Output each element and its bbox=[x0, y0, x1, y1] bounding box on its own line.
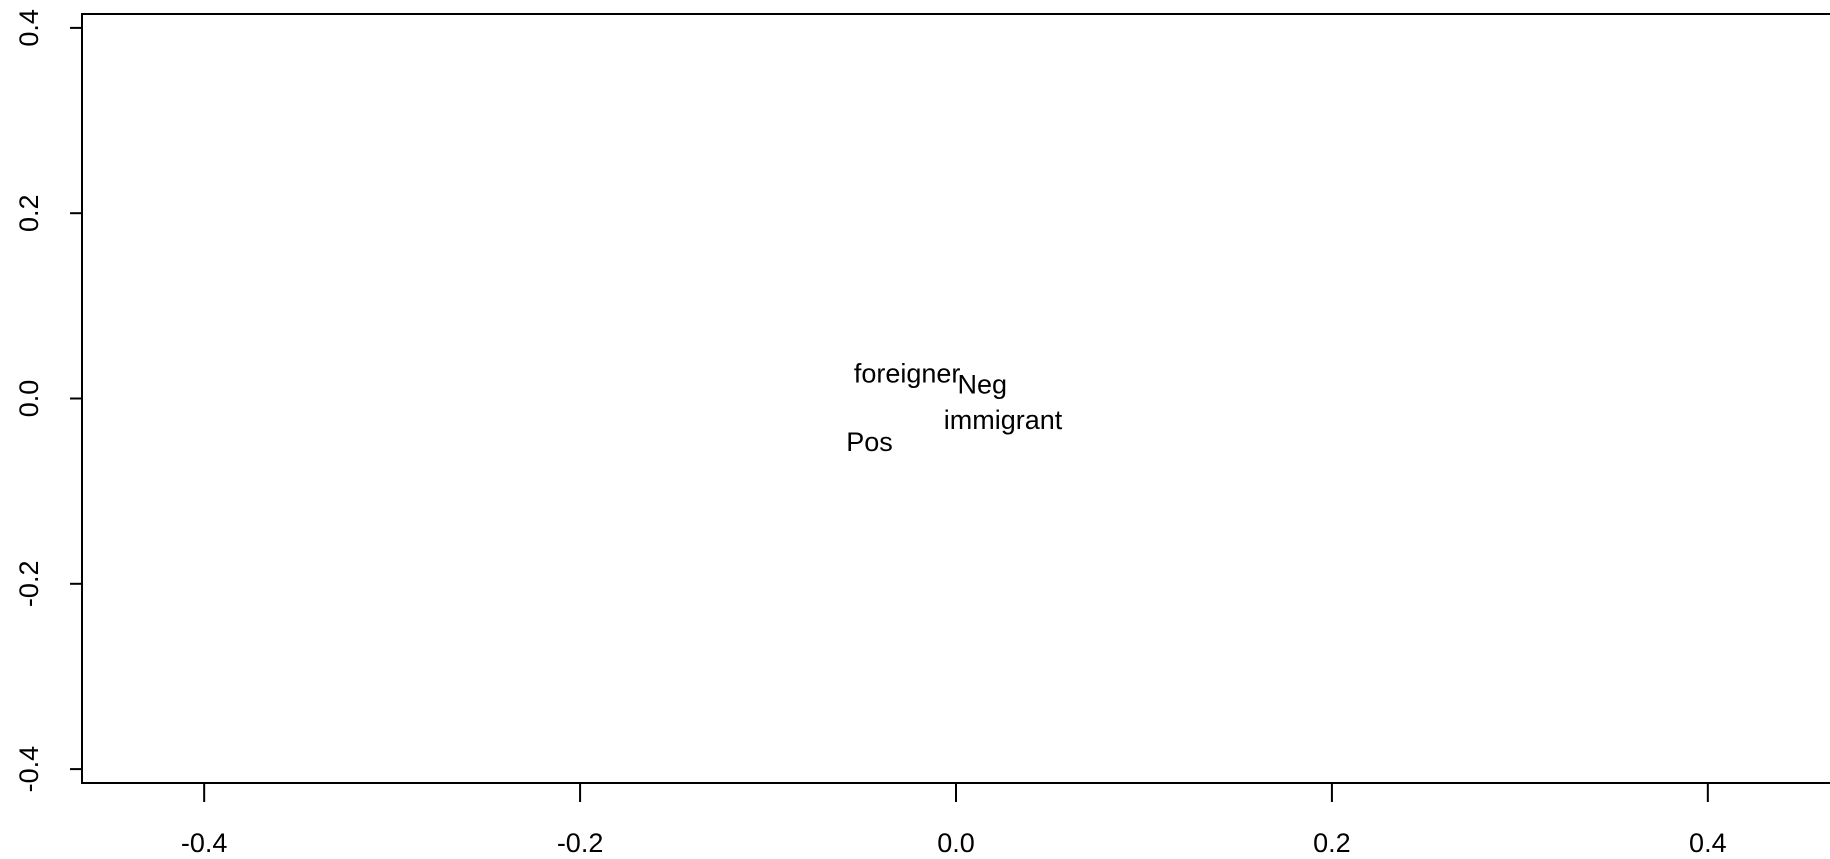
plot-frame bbox=[81, 13, 1830, 784]
plot-box bbox=[81, 13, 1830, 784]
y-tick-label: 0.2 bbox=[14, 194, 44, 232]
y-tick-label: -0.4 bbox=[14, 746, 44, 793]
x-tick-label: 0.4 bbox=[1689, 828, 1727, 858]
point-label-neg: Neg bbox=[958, 370, 1008, 400]
x-tick-label: 0.0 bbox=[937, 828, 975, 858]
y-axis: -0.4 -0.2 0.0 0.2 0.4 bbox=[14, 9, 82, 792]
point-label-foreigner: foreigner bbox=[854, 358, 961, 388]
x-tick-label: -0.2 bbox=[557, 828, 604, 858]
x-tick-label: 0.2 bbox=[1313, 828, 1351, 858]
y-tick-label: 0.0 bbox=[14, 380, 44, 418]
x-tick-label: -0.4 bbox=[181, 828, 228, 858]
y-tick-label: -0.2 bbox=[14, 561, 44, 608]
point-label-pos: Pos bbox=[846, 427, 893, 457]
x-axis: -0.4 -0.2 0.0 0.2 0.4 bbox=[181, 783, 1727, 858]
y-tick-label: 0.4 bbox=[14, 9, 44, 47]
point-label-immigrant: immigrant bbox=[944, 405, 1063, 435]
